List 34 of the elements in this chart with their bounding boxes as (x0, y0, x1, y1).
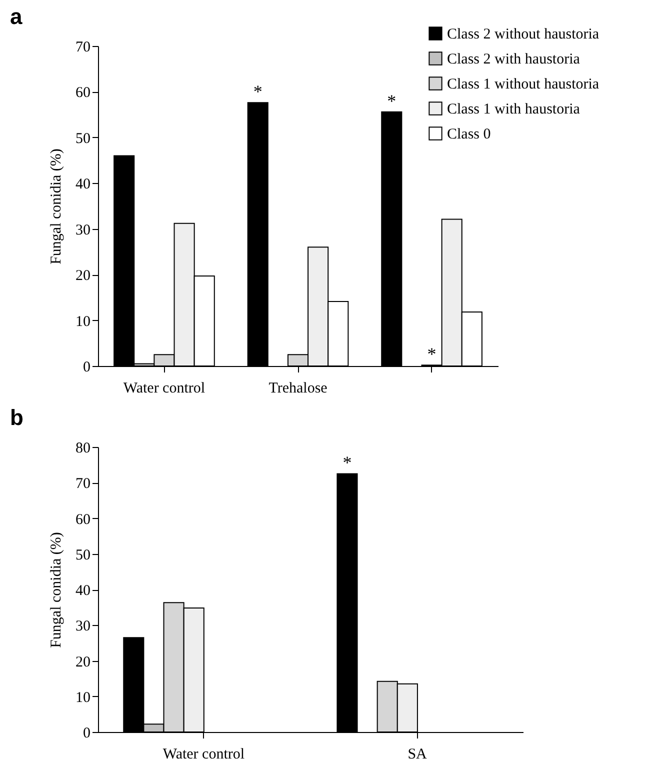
legend-label: Class 1 without haustoria (447, 76, 600, 92)
y-tick-label: 60 (76, 512, 90, 528)
y-axis-title: Fungal conidia (%) (48, 532, 64, 648)
x-tick-label: Trehalose (268, 380, 328, 396)
y-tick-label: 50 (76, 130, 90, 147)
y-tick-label: 40 (76, 583, 90, 599)
y-tick-label: 20 (76, 654, 90, 670)
x-tick-label: Water control (162, 746, 245, 762)
y-tick-label: 30 (76, 222, 90, 238)
data-label: * (253, 82, 262, 102)
y-tick-label: 70 (76, 476, 90, 492)
data-label: * (342, 452, 352, 473)
y-tick-label: 0 (83, 726, 90, 742)
legend-label: Class 2 with haustoria (447, 52, 580, 68)
x-tick-label: Water control (123, 380, 206, 396)
y-tick-label: 0 (83, 360, 90, 376)
y-tick-label: 60 (76, 85, 90, 102)
y-tick-label: 10 (76, 690, 90, 706)
x-tick-label: SA (408, 746, 428, 762)
y-tick-label: 80 (76, 440, 90, 456)
y-tick-label: 50 (76, 547, 90, 564)
chart-title: b (10, 405, 24, 430)
y-tick-label: 10 (76, 314, 90, 330)
legend-label: Class 1 with haustoria (447, 102, 580, 118)
legend-label: Class 0 (447, 126, 491, 142)
y-tick-label: 20 (76, 268, 90, 284)
y-tick-label: 70 (76, 40, 90, 56)
data-label: * (387, 90, 396, 111)
data-label: * (427, 344, 436, 364)
y-tick-label: 30 (76, 618, 90, 635)
legend-label: Class 2 without haustoria (447, 26, 600, 42)
y-axis-title: Fungal conidia (%) (48, 148, 64, 264)
chart-title: a (10, 4, 23, 29)
y-tick-label: 40 (76, 176, 90, 193)
